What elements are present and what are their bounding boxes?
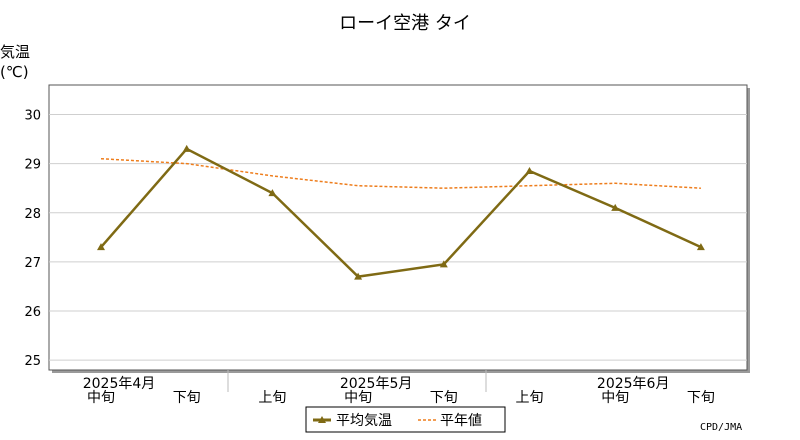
x-tick-period: 下旬 (687, 390, 715, 406)
legend-normal-label: 平年値 (440, 413, 482, 429)
x-tick-period: 中旬 (87, 390, 115, 406)
y-tick-label: 28 (24, 207, 41, 222)
series-avg-marker (182, 144, 191, 152)
legend-avg-marker (318, 416, 326, 423)
series-avg-marker (354, 272, 363, 280)
credit-text: CPD/JMA (700, 422, 742, 433)
series-avg-line (100, 147, 702, 278)
x-tick-period: 上旬 (516, 390, 544, 406)
series-avg-marker (611, 203, 620, 211)
chart-title: ローイ空港 タイ (339, 13, 471, 34)
x-tick-period: 下旬 (173, 390, 201, 406)
plot-frame (48, 84, 748, 371)
y-tick-label: 30 (24, 108, 41, 123)
x-tick-period: 中旬 (601, 390, 629, 406)
x-tick-period: 中旬 (344, 390, 372, 406)
x-tick-period: 上旬 (258, 390, 286, 406)
legend: 平均気温 平年値 (305, 406, 506, 433)
y-axis-unit: (℃) (0, 63, 29, 81)
series-normal-line (100, 157, 701, 189)
x-tick-month: 2025年6月 (597, 376, 670, 392)
y-tick-label: 27 (24, 256, 41, 271)
series-avg-marker (268, 189, 277, 197)
y-axis-label: 気温 (0, 43, 30, 61)
x-tick-month: 2025年4月 (83, 376, 156, 392)
legend-avg-label: 平均気温 (336, 413, 392, 429)
legend-box (305, 406, 506, 433)
series-avg-marker (525, 166, 534, 174)
series-avg-marker (97, 243, 105, 251)
x-tick-period: 下旬 (430, 390, 458, 406)
series-avg-marker (439, 260, 448, 268)
y-tick-label: 25 (24, 354, 41, 369)
y-tick-label: 26 (24, 305, 41, 320)
y-tick-label: 29 (24, 158, 41, 173)
x-tick-month: 2025年5月 (340, 376, 413, 392)
series-avg-marker (696, 243, 705, 251)
